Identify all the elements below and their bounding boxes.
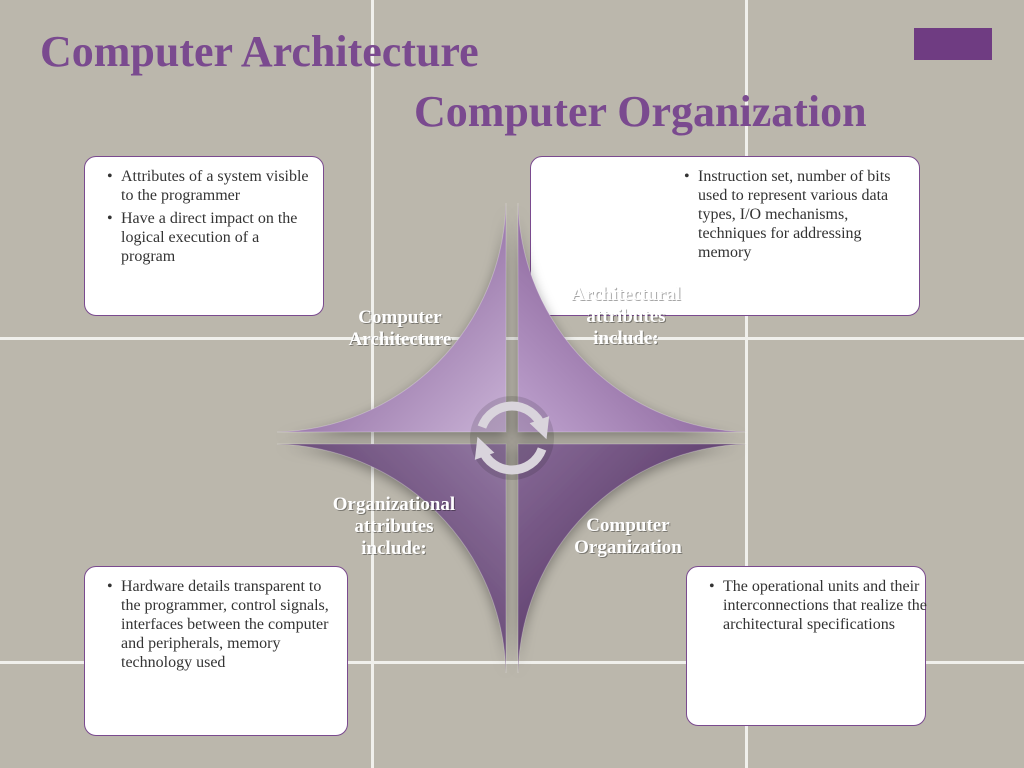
- quad-bottom-right-label: Organization: [574, 537, 682, 558]
- slide-stage: Computer Architecture Computer Organizat…: [0, 0, 1024, 768]
- quad-top-right-label: Architectural: [571, 284, 680, 305]
- quad-top-right-label: include:: [593, 328, 658, 349]
- center-wheel: ComputerComputerArchitectureArchitecture…: [0, 0, 1024, 768]
- quad-bottom-right-label: Computer: [586, 515, 670, 536]
- quad-top-right-label: attributes: [586, 306, 665, 327]
- quad-top-left-label: Computer: [358, 307, 442, 328]
- quad-bottom-left-label: attributes: [354, 516, 433, 537]
- quad-top-left-label: Architecture: [349, 329, 452, 350]
- quad-bottom-left-label: Organizational: [333, 494, 455, 515]
- quad-bottom-left-label: include:: [361, 538, 426, 559]
